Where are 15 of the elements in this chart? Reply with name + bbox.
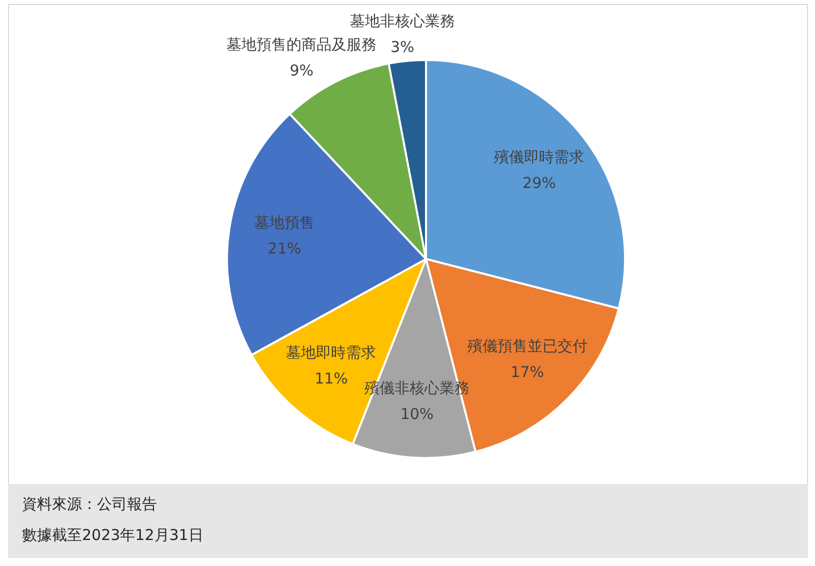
slice-label: 墓地即時需求: [286, 343, 376, 362]
source-note: 資料來源：公司報告: [22, 494, 157, 514]
data-label: 9%: [290, 61, 314, 80]
data-label: 3%: [390, 38, 414, 56]
data-label: 17%: [510, 363, 544, 382]
data-label: 10%: [400, 404, 434, 423]
slice-label: 殯儀預售並已交付: [467, 337, 588, 356]
slice-label: 墓地預售: [254, 213, 314, 232]
data-label: 11%: [314, 369, 348, 388]
text: 數據截至2023年12月31日: [22, 525, 204, 545]
data-label: 29%: [522, 174, 556, 192]
data-label: 21%: [268, 239, 302, 258]
slice-label: 殯儀即時需求: [494, 148, 584, 166]
slice-label: 墓地預售的商品及服務: [226, 35, 377, 54]
slice-label: 墓地非核心業務: [350, 12, 455, 30]
